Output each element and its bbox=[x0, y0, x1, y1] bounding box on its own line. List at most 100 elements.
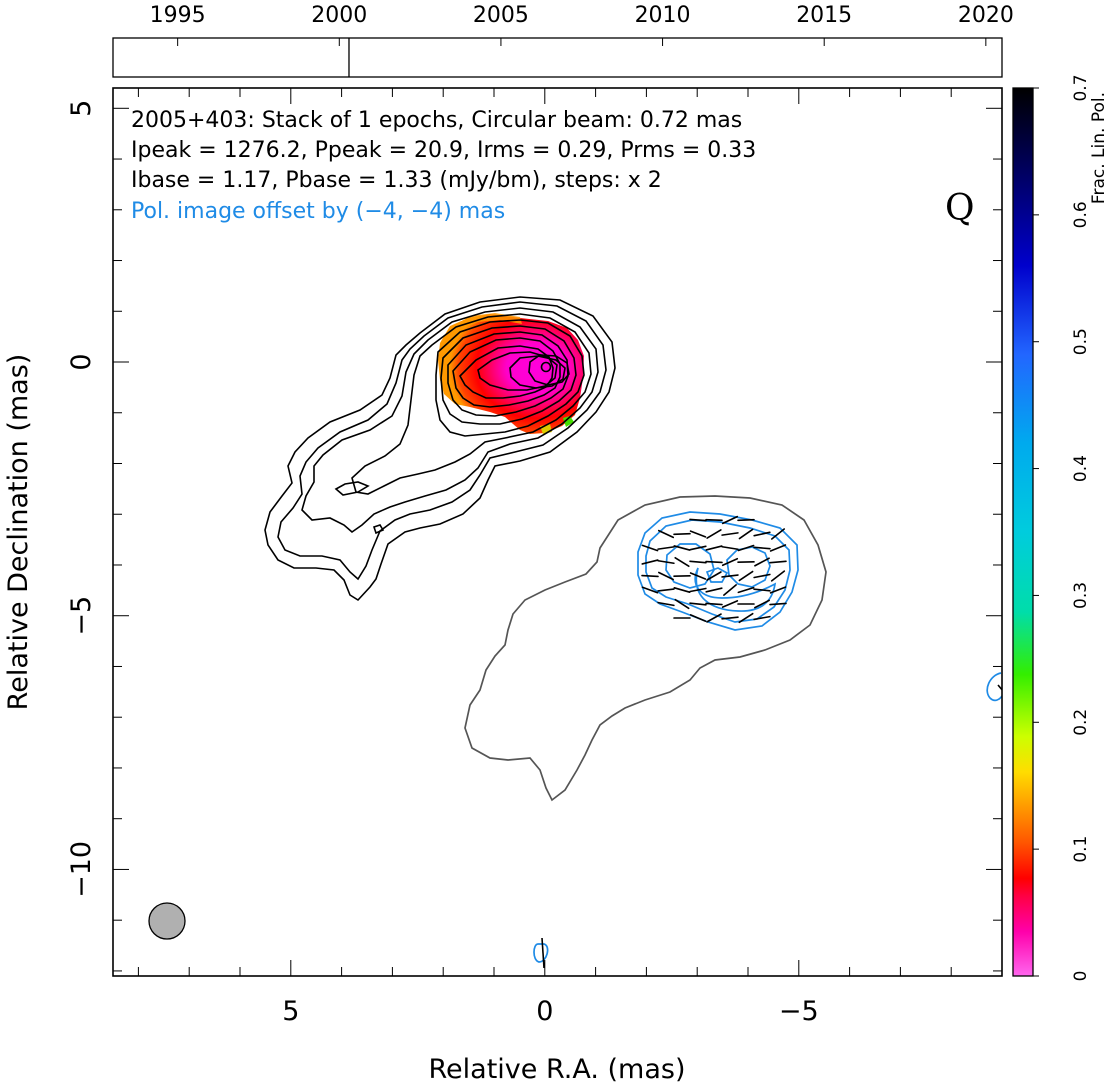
evpa-tick bbox=[769, 602, 787, 606]
timeline-box bbox=[112, 37, 1003, 78]
evpa-tick bbox=[657, 588, 675, 592]
evpa-tick bbox=[737, 586, 755, 594]
timeline-ticks bbox=[177, 38, 987, 46]
x-axis-label: Relative R.A. (mas) bbox=[429, 1054, 686, 1085]
evpa-tick bbox=[641, 574, 659, 578]
stokes-i-contours bbox=[264, 296, 616, 602]
frac-pol-orange-edge bbox=[448, 313, 522, 330]
evpa-tick bbox=[641, 544, 659, 552]
colorbar-tick-labels: 0 0.1 0.2 0.3 0.4 0.5 0.6 0.7 bbox=[1071, 74, 1091, 981]
evpa-tick bbox=[657, 601, 675, 607]
colorbar-ticks bbox=[1033, 87, 1039, 977]
y-tick-labels: 5 0 −5 −10 bbox=[66, 100, 97, 898]
y-axis-label: Relative Declination (mas) bbox=[3, 354, 34, 711]
evpa-tick bbox=[689, 518, 707, 522]
timeline-year-label: 2010 bbox=[635, 3, 691, 28]
evpa-tick bbox=[770, 528, 786, 540]
polarization-map: 5 0 −5 5 0 −5 −10 2005+403: Stack of 1 epochs… bbox=[3, 87, 1003, 1085]
evpa-tick bbox=[769, 586, 787, 594]
evpa-tick bbox=[721, 616, 739, 620]
evpa-tick bbox=[753, 615, 771, 621]
evpa-tick bbox=[769, 560, 787, 564]
evpa-tick bbox=[721, 545, 739, 551]
colorbar-tick-label: 0.3 bbox=[1071, 582, 1091, 609]
timeline-year-labels: 1995 2000 2005 2010 2015 2020 bbox=[150, 3, 1014, 28]
header-line-1: 2005+403: Stack of 1 epochs, Circular be… bbox=[131, 108, 742, 133]
evpa-tick bbox=[721, 574, 739, 578]
evpa-tick bbox=[706, 571, 722, 581]
evpa-tick bbox=[721, 515, 739, 525]
timeline-year-label: 2000 bbox=[311, 3, 367, 28]
axis-ticks bbox=[113, 88, 1003, 976]
evpa-tick bbox=[673, 586, 691, 594]
evpa-tick bbox=[689, 587, 707, 593]
y-tick-label: 0 bbox=[66, 353, 97, 370]
map-content bbox=[148, 296, 1002, 969]
pol-offset-note: Pol. image offset by (−4, −4) mas bbox=[131, 199, 505, 224]
evpa-tick bbox=[657, 546, 675, 550]
evpa-tick bbox=[705, 587, 723, 593]
evpa-tick bbox=[753, 588, 771, 592]
evpa-tick-south bbox=[541, 937, 545, 969]
evpa-tick bbox=[769, 544, 787, 552]
evpa-tick bbox=[705, 602, 723, 606]
x-tick-label: 5 bbox=[282, 996, 299, 1027]
evpa-tick bbox=[673, 545, 691, 551]
y-tick-label: −10 bbox=[66, 841, 97, 898]
timeline-year-label: 1995 bbox=[150, 3, 206, 28]
timeline-panel: 1995 2000 2005 2010 2015 2020 bbox=[112, 3, 1014, 78]
colorbar: 0 0.1 0.2 0.3 0.4 0.5 0.6 0.7 Frac. Lin. Pol. bbox=[1012, 74, 1109, 981]
evpa-tick bbox=[721, 532, 739, 536]
evpa-tick bbox=[689, 602, 707, 606]
evpa-tick bbox=[689, 530, 707, 538]
evpa-tick bbox=[657, 559, 675, 565]
evpa-tick bbox=[753, 573, 771, 579]
evpa-tick bbox=[705, 545, 723, 551]
evpa-tick bbox=[657, 529, 675, 539]
evpa-tick bbox=[737, 518, 755, 522]
colorbar-gradient bbox=[1012, 87, 1034, 977]
evpa-tick bbox=[674, 598, 690, 610]
polarized-intensity-contours bbox=[533, 511, 1002, 963]
x-tick-label: −5 bbox=[779, 996, 819, 1027]
evpa-tick bbox=[723, 584, 737, 596]
evpa-tick bbox=[689, 545, 707, 551]
evpa-tick bbox=[689, 614, 707, 622]
colorbar-tick-label: 0.6 bbox=[1071, 201, 1091, 228]
evpa-tick bbox=[738, 612, 754, 624]
timeline-year-label: 2015 bbox=[796, 3, 852, 28]
header-line-3: Ibase = 1.17, Pbase = 1.33 (mJy/bm), ste… bbox=[131, 168, 662, 193]
y-tick-label: −5 bbox=[66, 596, 97, 636]
colorbar-tick-label: 0.5 bbox=[1071, 328, 1091, 355]
frac-pol-green-speck bbox=[563, 416, 574, 427]
evpa-tick bbox=[641, 586, 659, 594]
evpa-tick bbox=[754, 599, 770, 609]
x-tick-labels: 5 0 −5 bbox=[282, 996, 819, 1027]
evpa-tick bbox=[706, 529, 722, 539]
evpa-tick bbox=[705, 560, 723, 564]
evpa-tick bbox=[738, 528, 754, 540]
colorbar-tick-label: 0.2 bbox=[1071, 709, 1091, 736]
evpa-tick bbox=[641, 559, 659, 565]
evpa-tick bbox=[737, 544, 755, 552]
evpa-tick bbox=[673, 532, 691, 536]
evpa-tick bbox=[754, 557, 770, 567]
header-line-2: Ipeak = 1276.2, Ppeak = 20.9, Irms = 0.2… bbox=[131, 138, 756, 163]
evpa-tick bbox=[658, 571, 674, 581]
colorbar-tick-label: 0.1 bbox=[1071, 836, 1091, 863]
evpa-tick bbox=[721, 600, 739, 608]
evpa-tick bbox=[706, 613, 722, 623]
evpa-tick bbox=[705, 518, 723, 522]
evpa-tick bbox=[753, 546, 771, 550]
colorbar-tick-label: 0.7 bbox=[1071, 74, 1091, 101]
x-tick-label: 0 bbox=[536, 996, 553, 1027]
y-tick-label: 5 bbox=[66, 100, 97, 117]
evpa-tick bbox=[689, 572, 707, 580]
evpa-ticks bbox=[641, 515, 787, 624]
evpa-tick bbox=[738, 570, 754, 582]
evpa-tick-east-edge bbox=[997, 684, 1002, 692]
colorbar-tick-label: 0.4 bbox=[1071, 455, 1091, 482]
evpa-tick bbox=[674, 556, 690, 568]
colorbar-tick-label: 0 bbox=[1071, 971, 1091, 982]
